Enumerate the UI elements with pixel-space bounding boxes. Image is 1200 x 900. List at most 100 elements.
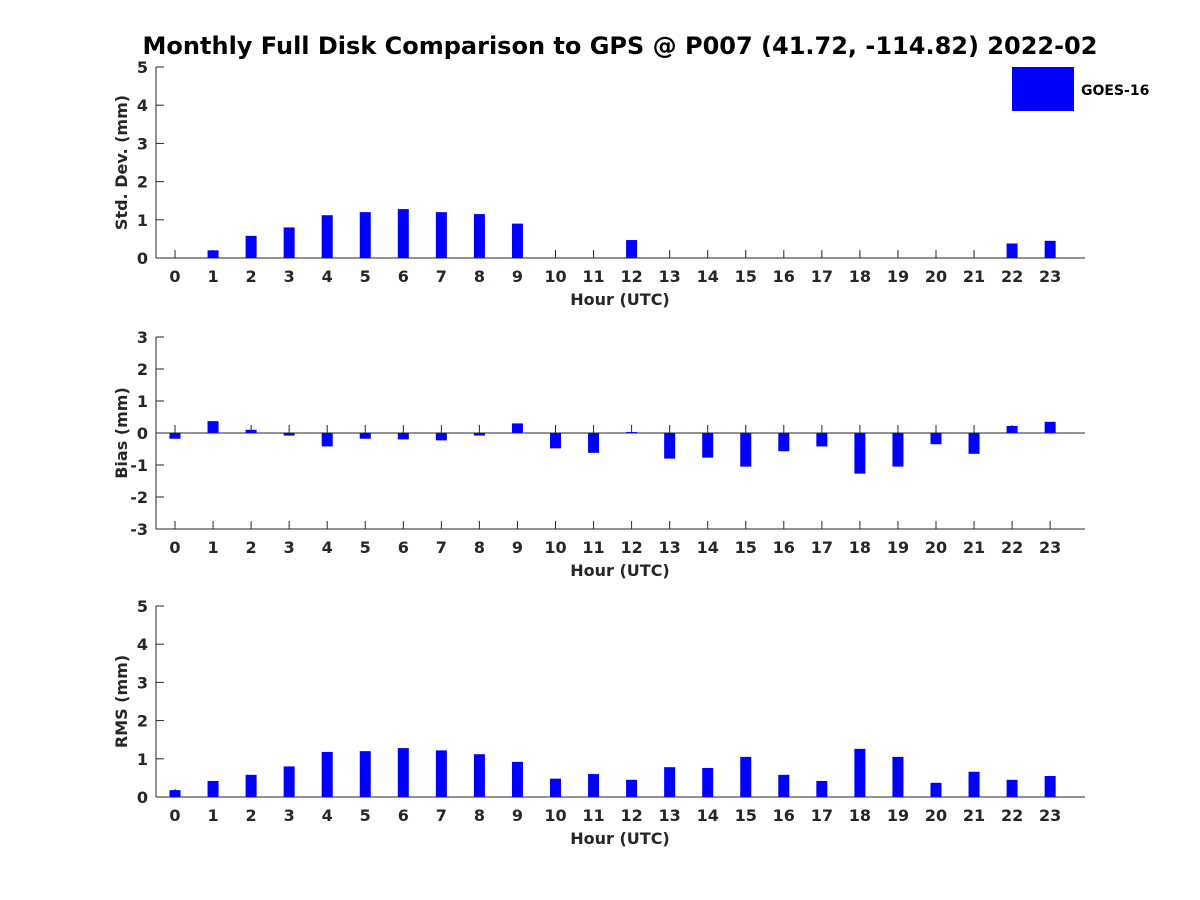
bar-hour-6	[397, 209, 409, 258]
x-tick-label: 3	[284, 267, 295, 286]
x-tick-label: 15	[735, 806, 757, 825]
x-tick-label: 0	[169, 806, 180, 825]
x-axis-label: Hour (UTC)	[570, 561, 670, 580]
bar-hour-3	[283, 227, 295, 258]
y-tick-label: 5	[137, 597, 148, 616]
x-tick-label: 5	[360, 806, 371, 825]
bar-hour-1	[207, 250, 219, 258]
x-tick-label: 2	[246, 806, 257, 825]
bar-hour-8	[473, 214, 485, 258]
bar-hour-15	[740, 756, 752, 797]
x-tick-label: 4	[322, 538, 333, 557]
bar-hour-0	[169, 433, 181, 439]
bar-hour-4	[321, 215, 333, 258]
bar-hour-12	[626, 779, 638, 797]
x-tick-label: 15	[735, 538, 757, 557]
x-tick-label: 23	[1039, 538, 1061, 557]
bar-hour-18	[854, 433, 866, 474]
x-tick-label: 13	[659, 806, 681, 825]
x-tick-label: 15	[735, 267, 757, 286]
x-tick-label: 19	[887, 538, 909, 557]
x-tick-label: 5	[360, 267, 371, 286]
x-tick-label: 9	[512, 806, 523, 825]
x-tick-label: 10	[544, 806, 566, 825]
x-tick-label: 11	[582, 267, 604, 286]
x-tick-label: 17	[811, 806, 833, 825]
x-tick-label: 1	[207, 806, 218, 825]
bar-hour-7	[435, 750, 447, 797]
x-tick-label: 12	[620, 806, 642, 825]
bar-hour-4	[321, 751, 333, 797]
x-tick-label: 13	[659, 267, 681, 286]
legend-swatch	[1012, 67, 1074, 111]
bar-hour-3	[283, 766, 295, 797]
bar-hour-9	[511, 223, 523, 258]
bar-hour-17	[816, 433, 828, 447]
x-tick-label: 22	[1001, 806, 1023, 825]
x-tick-label: 16	[773, 267, 795, 286]
y-tick-label: 1	[137, 211, 148, 230]
x-tick-label: 9	[512, 267, 523, 286]
x-tick-label: 14	[697, 806, 719, 825]
x-tick-label: 1	[207, 267, 218, 286]
bar-hour-14	[702, 433, 714, 458]
x-tick-label: 3	[284, 806, 295, 825]
x-tick-label: 4	[322, 267, 333, 286]
y-tick-label: 1	[137, 392, 148, 411]
x-tick-label: 20	[925, 267, 947, 286]
bar-hour-5	[359, 212, 371, 258]
y-tick-label: 4	[137, 635, 148, 654]
bar-hour-22	[1006, 243, 1018, 258]
bar-hour-5	[359, 433, 371, 439]
y-tick-label: 3	[137, 134, 148, 153]
bar-hour-9	[511, 761, 523, 797]
bar-hour-1	[207, 421, 219, 433]
bar-hour-0	[169, 790, 181, 797]
y-tick-label: 0	[137, 788, 148, 807]
x-tick-label: 16	[773, 806, 795, 825]
bar-hour-23	[1044, 775, 1056, 797]
x-tick-label: 20	[925, 538, 947, 557]
bar-hour-3	[283, 433, 295, 436]
x-tick-label: 2	[246, 538, 257, 557]
x-tick-label: 21	[963, 538, 985, 557]
y-tick-label: 3	[137, 328, 148, 347]
x-tick-label: 23	[1039, 267, 1061, 286]
bar-hour-2	[245, 774, 257, 797]
bar-hour-14	[702, 767, 714, 797]
bar-hour-6	[397, 433, 409, 440]
bar-hour-19	[892, 756, 904, 797]
bar-hour-21	[968, 771, 980, 797]
x-tick-label: 21	[963, 806, 985, 825]
bar-hour-6	[397, 748, 409, 797]
y-tick-label: -3	[130, 520, 148, 539]
x-tick-label: 22	[1001, 538, 1023, 557]
y-tick-label: 2	[137, 712, 148, 731]
bar-hour-5	[359, 751, 371, 797]
x-tick-label: 6	[398, 538, 409, 557]
x-tick-label: 16	[773, 538, 795, 557]
x-tick-label: 3	[284, 538, 295, 557]
bar-hour-11	[588, 433, 600, 453]
x-tick-label: 18	[849, 806, 871, 825]
x-tick-label: 19	[887, 267, 909, 286]
bar-hour-10	[550, 778, 561, 797]
x-tick-label: 1	[207, 538, 218, 557]
x-tick-label: 4	[322, 806, 333, 825]
x-tick-label: 2	[246, 267, 257, 286]
x-tick-label: 17	[811, 267, 833, 286]
bar-hour-21	[968, 433, 980, 454]
bar-hour-12	[626, 432, 638, 434]
x-axis-label: Hour (UTC)	[570, 290, 670, 309]
x-tick-label: 23	[1039, 806, 1061, 825]
bar-hour-8	[473, 433, 485, 436]
bar-hour-13	[664, 767, 676, 797]
y-tick-label: 4	[137, 96, 148, 115]
bar-hour-23	[1044, 421, 1056, 433]
x-tick-label: 18	[849, 538, 871, 557]
x-tick-label: 5	[360, 538, 371, 557]
x-tick-label: 11	[582, 538, 604, 557]
x-tick-label: 12	[620, 538, 642, 557]
x-tick-label: 17	[811, 538, 833, 557]
